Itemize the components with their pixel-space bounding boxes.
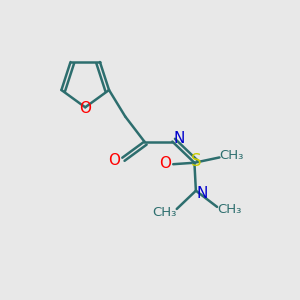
- Text: CH₃: CH₃: [217, 203, 242, 216]
- Text: O: O: [108, 153, 120, 168]
- Text: CH₃: CH₃: [152, 206, 177, 219]
- Text: CH₃: CH₃: [220, 149, 244, 163]
- Text: S: S: [190, 152, 201, 170]
- Text: N: N: [197, 186, 208, 201]
- Text: N: N: [173, 131, 184, 146]
- Text: O: O: [159, 156, 171, 171]
- Text: O: O: [79, 101, 91, 116]
